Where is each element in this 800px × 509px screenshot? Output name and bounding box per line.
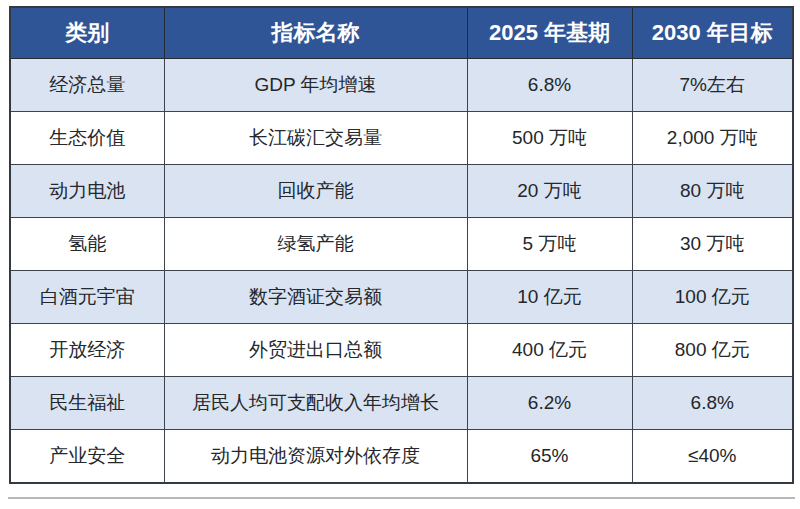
category-cell: 经济总量 [10, 59, 164, 112]
table-row: 白酒元宇宙 数字酒证交易额 10 亿元 100 亿元 [10, 271, 793, 324]
category-cell: 动力电池 [10, 165, 164, 218]
base-value-cell: 20 万吨 [467, 165, 632, 218]
base-value-cell: 5 万吨 [467, 218, 632, 271]
category-cell: 生态价值 [10, 112, 164, 165]
header-row: 类别 指标名称 2025 年基期 2030 年目标 [10, 7, 793, 59]
base-value-cell: 10 亿元 [467, 271, 632, 324]
target-value-cell: ≤40% [632, 430, 793, 484]
table-row: 产业安全 动力电池资源对外依存度 65% ≤40% [10, 430, 793, 484]
table-row: 氢能 绿氢产能 5 万吨 30 万吨 [10, 218, 793, 271]
indicator-cell: 绿氢产能 [164, 218, 467, 271]
target-value-cell: 30 万吨 [632, 218, 793, 271]
kpi-table: 类别 指标名称 2025 年基期 2030 年目标 经济总量 GDP 年均增速 … [9, 6, 794, 484]
target-value-cell: 7%左右 [632, 59, 793, 112]
target-value-cell: 2,000 万吨 [632, 112, 793, 165]
table-body: 经济总量 GDP 年均增速 6.8% 7%左右 生态价值 长江碳汇交易量 500… [10, 59, 793, 484]
table-bottom-shadow [8, 497, 795, 499]
page: 类别 指标名称 2025 年基期 2030 年目标 经济总量 GDP 年均增速 … [0, 0, 800, 509]
indicator-cell: 动力电池资源对外依存度 [164, 430, 467, 484]
table-row: 经济总量 GDP 年均增速 6.8% 7%左右 [10, 59, 793, 112]
header-cell-target-2030: 2030 年目标 [632, 7, 793, 59]
base-value-cell: 6.8% [467, 59, 632, 112]
table-header: 类别 指标名称 2025 年基期 2030 年目标 [10, 7, 793, 59]
base-value-cell: 65% [467, 430, 632, 484]
table-row: 开放经济 外贸进出口总额 400 亿元 800 亿元 [10, 324, 793, 377]
base-value-cell: 6.2% [467, 377, 632, 430]
header-cell-base-2025: 2025 年基期 [467, 7, 632, 59]
target-value-cell: 6.8% [632, 377, 793, 430]
indicator-cell: 外贸进出口总额 [164, 324, 467, 377]
base-value-cell: 400 亿元 [467, 324, 632, 377]
table-row: 生态价值 长江碳汇交易量 500 万吨 2,000 万吨 [10, 112, 793, 165]
indicator-cell: 回收产能 [164, 165, 467, 218]
category-cell: 产业安全 [10, 430, 164, 484]
indicator-cell: 居民人均可支配收入年均增长 [164, 377, 467, 430]
table-row: 民生福祉 居民人均可支配收入年均增长 6.2% 6.8% [10, 377, 793, 430]
header-cell-indicator: 指标名称 [164, 7, 467, 59]
category-cell: 开放经济 [10, 324, 164, 377]
category-cell: 民生福祉 [10, 377, 164, 430]
header-cell-category: 类别 [10, 7, 164, 59]
indicator-cell: 数字酒证交易额 [164, 271, 467, 324]
target-value-cell: 100 亿元 [632, 271, 793, 324]
category-cell: 白酒元宇宙 [10, 271, 164, 324]
table-row: 动力电池 回收产能 20 万吨 80 万吨 [10, 165, 793, 218]
base-value-cell: 500 万吨 [467, 112, 632, 165]
category-cell: 氢能 [10, 218, 164, 271]
indicator-cell: GDP 年均增速 [164, 59, 467, 112]
indicator-cell: 长江碳汇交易量 [164, 112, 467, 165]
target-value-cell: 800 亿元 [632, 324, 793, 377]
target-value-cell: 80 万吨 [632, 165, 793, 218]
